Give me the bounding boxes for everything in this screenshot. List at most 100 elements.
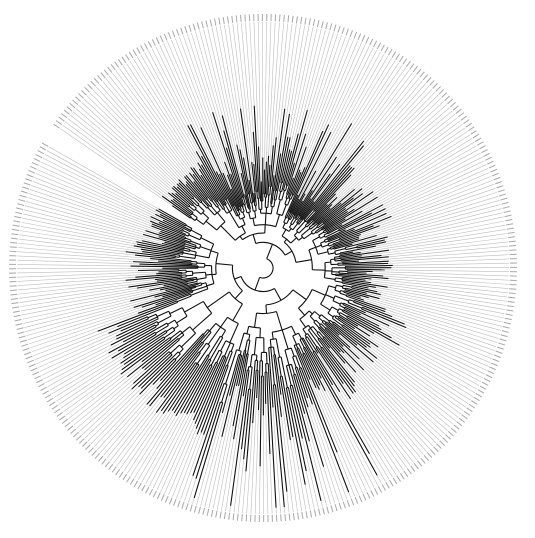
- tip-label: [465, 122, 472, 128]
- internal-branch: [332, 300, 341, 305]
- tip-label: [412, 66, 418, 73]
- tip-label: [450, 427, 457, 434]
- terminal-branch: [322, 193, 364, 224]
- terminal-branch: [180, 359, 212, 414]
- tip-label: [274, 14, 277, 22]
- internal-branch: [283, 238, 288, 243]
- tip-leader-line: [362, 120, 461, 194]
- terminal-branch: [232, 353, 248, 427]
- tip-leader-line: [93, 89, 179, 180]
- tip-leader-line: [58, 363, 121, 406]
- terminal-branch: [175, 358, 210, 417]
- tip-leader-line: [225, 396, 244, 512]
- terminal-branch: [175, 193, 191, 207]
- terminal-branch: [333, 234, 377, 249]
- tip-label: [487, 370, 495, 375]
- tip-leader-line: [352, 204, 501, 245]
- tip-leader-line: [30, 304, 156, 349]
- internal-branch: [334, 259, 341, 262]
- internal-branch: [189, 249, 197, 253]
- internal-branch: [273, 190, 277, 200]
- terminal-branch: [287, 387, 307, 472]
- tip-leader-line: [373, 333, 476, 394]
- tip-label: [103, 69, 109, 76]
- terminal-branch: [340, 256, 389, 262]
- tip-leader-line: [366, 347, 459, 418]
- tip-label: [345, 28, 349, 36]
- tip-label: [261, 13, 263, 22]
- internal-branch: [196, 262, 205, 265]
- internal-branch: [275, 311, 283, 331]
- tip-leader-line: [343, 352, 434, 447]
- internal-branch: [242, 197, 246, 205]
- terminal-branch: [244, 194, 249, 208]
- tip-label: [489, 366, 496, 371]
- tip-leader-line: [26, 296, 163, 337]
- internal-branch: [252, 218, 256, 226]
- tip-leader-line: [60, 128, 173, 206]
- terminal-branch: [347, 271, 367, 274]
- tip-label: [509, 279, 517, 282]
- tip-leader-line: [49, 350, 119, 391]
- terminal-branch: [287, 146, 307, 199]
- tip-leader-line: [362, 145, 477, 212]
- tip-leader-line: [191, 32, 227, 148]
- terminal-branch: [239, 149, 250, 195]
- internal-branch: [252, 234, 257, 244]
- terminal-branch: [338, 212, 372, 231]
- terminal-branch: [292, 167, 306, 196]
- tip-label: [502, 206, 510, 209]
- internal-branch: [334, 248, 346, 252]
- tip-leader-line: [147, 50, 189, 126]
- tip-leader-line: [72, 111, 173, 194]
- internal-branch: [328, 244, 334, 247]
- terminal-branch: [178, 182, 195, 199]
- tip-leader-line: [376, 358, 456, 422]
- tip-label: [32, 371, 40, 376]
- internal-branch: [178, 334, 185, 340]
- tip-leader-line: [20, 226, 134, 247]
- tree-node-arc: [339, 302, 342, 306]
- tip-leader-line: [81, 388, 132, 435]
- internal-branch: [276, 199, 281, 214]
- internal-branch: [254, 210, 257, 218]
- terminal-branch: [226, 174, 241, 207]
- tip-leader-line: [289, 27, 314, 138]
- terminal-branch: [267, 164, 271, 195]
- tip-label: [54, 408, 61, 414]
- terminal-branch: [235, 350, 245, 386]
- terminal-branch: [274, 384, 288, 492]
- tip-leader-line: [93, 384, 154, 448]
- tree-node-arc: [239, 216, 245, 220]
- tip-leader-line: [322, 42, 362, 132]
- tip-leader-line: [152, 412, 191, 489]
- tip-label: [26, 174, 34, 178]
- terminal-branch: [317, 346, 344, 385]
- tip-label: [36, 379, 43, 384]
- tip-label: [85, 444, 91, 450]
- tip-label: [23, 182, 31, 186]
- tip-label: [508, 296, 516, 299]
- terminal-branch: [285, 387, 306, 485]
- tip-leader-line: [305, 36, 347, 147]
- tip-leader-line: [381, 241, 508, 256]
- internal-branch: [315, 319, 321, 325]
- tip-label: [87, 83, 93, 90]
- tip-label: [505, 218, 513, 222]
- terminal-branch: [287, 177, 294, 195]
- terminal-branch: [296, 348, 311, 380]
- internal-branch: [313, 321, 320, 329]
- tip-label: [376, 42, 381, 50]
- tip-leader-line: [180, 434, 204, 500]
- tip-leader-line: [370, 347, 462, 415]
- terminal-branch: [361, 308, 407, 329]
- internal-branch: [295, 344, 299, 349]
- tip-leader-line: [259, 466, 261, 514]
- internal-branch: [342, 284, 352, 288]
- tip-leader-line: [269, 453, 273, 514]
- internal-branch: [238, 332, 245, 351]
- tip-leader-line: [363, 299, 498, 343]
- tip-label: [90, 80, 97, 87]
- terminal-branch: [122, 324, 156, 343]
- tip-label: [145, 486, 150, 494]
